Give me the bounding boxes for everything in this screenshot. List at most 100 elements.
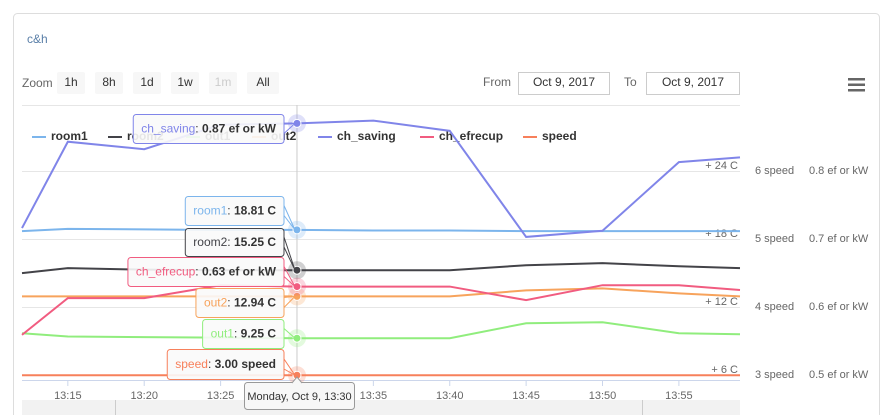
tooltip-text: ch_saving: 0.87 ef or kW	[141, 122, 276, 136]
tooltip-box	[202, 319, 285, 349]
from-label: From	[483, 75, 511, 89]
y-tick-label: + 24 C	[705, 160, 738, 172]
tooltip-value: 12.94 C	[234, 296, 276, 310]
tooltip-box	[127, 257, 285, 287]
y-tick-label: + 6 C	[711, 364, 738, 376]
tooltip-text: room2: 15.25 C	[193, 235, 276, 249]
tooltip-pointer	[283, 328, 297, 339]
y-tick-label: + 12 C	[705, 296, 738, 308]
tooltip: room2: 15.25 C	[184, 228, 296, 271]
tooltip: ch_efrecup: 0.63 ef or kW	[127, 257, 296, 287]
tooltip-value: 0.63 ef or kW	[202, 265, 277, 279]
tooltip-pointer	[283, 205, 296, 231]
y-tick-label: 3 speed	[755, 369, 794, 381]
y-tick-label: 0.8 ef or kW	[809, 165, 869, 177]
zoom-button-bg	[171, 72, 199, 94]
tooltip-series: out2	[204, 296, 228, 310]
tooltip-pointer	[283, 236, 296, 271]
tooltip-box	[184, 228, 285, 257]
x-tick-label: 13:50	[589, 390, 617, 402]
menu-button[interactable]	[848, 78, 865, 92]
from-input[interactable]	[518, 72, 610, 95]
tooltip-sep: :	[208, 357, 215, 371]
zoom-button-bg	[247, 72, 279, 94]
tooltip-box	[184, 196, 285, 226]
zoom-button-label: 1d	[140, 75, 153, 89]
tooltip-series: out1	[211, 327, 235, 341]
x-tick-label: 13:45	[512, 390, 540, 402]
chart-title: c&h	[27, 32, 48, 46]
legend-label[interactable]: speed	[542, 129, 577, 143]
x-tooltip: Monday, Oct 9, 13:30	[244, 376, 355, 410]
x-tick-label: 13:25	[207, 390, 235, 402]
tooltip-series: room2	[193, 235, 227, 249]
zoom-button[interactable]: 1w	[171, 72, 199, 94]
zoom-button-label: 1w	[177, 75, 193, 89]
tooltip-sep: :	[227, 235, 234, 249]
tooltip-value: 3.00 speed	[215, 357, 276, 371]
tooltip-text: out2: 12.94 C	[204, 296, 276, 310]
tooltip-value: 18.81 C	[234, 204, 276, 218]
legend-label[interactable]: room1	[51, 129, 88, 143]
series-line	[21, 284, 741, 336]
zoom-button[interactable]: 8h	[95, 72, 123, 94]
tooltip-box	[166, 349, 285, 380]
zoom-button-bg	[209, 72, 237, 94]
series-line	[21, 119, 741, 238]
zoom-button-label: 1m	[215, 75, 232, 89]
zoom-button[interactable]: 1h	[57, 72, 85, 94]
hover-marker	[292, 282, 302, 292]
zoom-button[interactable]: All	[247, 72, 279, 94]
tooltip-series: ch_saving	[141, 122, 195, 136]
zoom-button-bg	[95, 72, 123, 94]
hover-marker	[292, 225, 302, 235]
to-value[interactable]: Oct 9, 2017	[662, 75, 724, 89]
y-tick-label: 0.5 ef or kW	[809, 369, 869, 381]
tooltip-pointer	[283, 122, 297, 134]
y-tick-label: 4 speed	[755, 301, 794, 313]
menu-bar	[848, 83, 865, 86]
zoom-button[interactable]: 1m	[209, 72, 237, 94]
tooltip-sep: :	[227, 296, 234, 310]
from-value[interactable]: Oct 9, 2017	[533, 75, 595, 89]
navigator[interactable]	[22, 400, 740, 415]
zoom-button[interactable]: 1d	[133, 72, 161, 94]
series-line	[21, 321, 741, 340]
x-tick-label: 13:20	[130, 390, 158, 402]
zoom-button-label: 1h	[64, 75, 77, 89]
y-tick-label: 0.6 ef or kW	[809, 301, 869, 313]
tooltip-sep: :	[234, 327, 241, 341]
zoom-button-bg	[133, 72, 161, 94]
tooltip: out2: 12.94 C	[195, 288, 297, 318]
x-tick-label: 13:35	[360, 390, 388, 402]
series-line	[21, 227, 740, 233]
zoom-button-bg	[57, 72, 85, 94]
tooltip-box	[132, 114, 285, 144]
tooltip-pointer	[283, 266, 296, 287]
to-input[interactable]	[646, 72, 740, 95]
tooltip: out1: 9.25 C	[202, 319, 297, 349]
tooltip-value: 9.25 C	[241, 327, 277, 341]
zoom-button-label: All	[256, 75, 269, 89]
x-tooltip-pointer	[291, 376, 303, 384]
to-label: To	[624, 75, 637, 89]
tooltip-series: ch_efrecup	[136, 265, 196, 279]
y-tick-label: + 18 C	[705, 228, 738, 240]
hover-marker	[292, 265, 302, 275]
tooltip-sep: :	[195, 122, 202, 136]
x-tick-label: 13:40	[436, 390, 464, 402]
tooltip-text: speed: 3.00 speed	[175, 357, 276, 371]
x-tick-label: 13:15	[54, 390, 82, 402]
tooltip-series: speed	[175, 357, 208, 371]
legend-label[interactable]: ch_saving	[337, 129, 396, 143]
tooltip-text: out1: 9.25 C	[211, 327, 277, 341]
tooltip-value: 15.25 C	[234, 235, 276, 249]
menu-bar	[848, 89, 865, 92]
tooltip-pointer	[283, 358, 296, 376]
tooltip-series: room1	[193, 204, 227, 218]
y-tick-label: 0.7 ef or kW	[809, 233, 869, 245]
tooltip-text: ch_efrecup: 0.63 ef or kW	[136, 265, 277, 279]
tooltip-value: 0.87 ef or kW	[202, 122, 277, 136]
tooltip: speed: 3.00 speed	[166, 349, 296, 380]
